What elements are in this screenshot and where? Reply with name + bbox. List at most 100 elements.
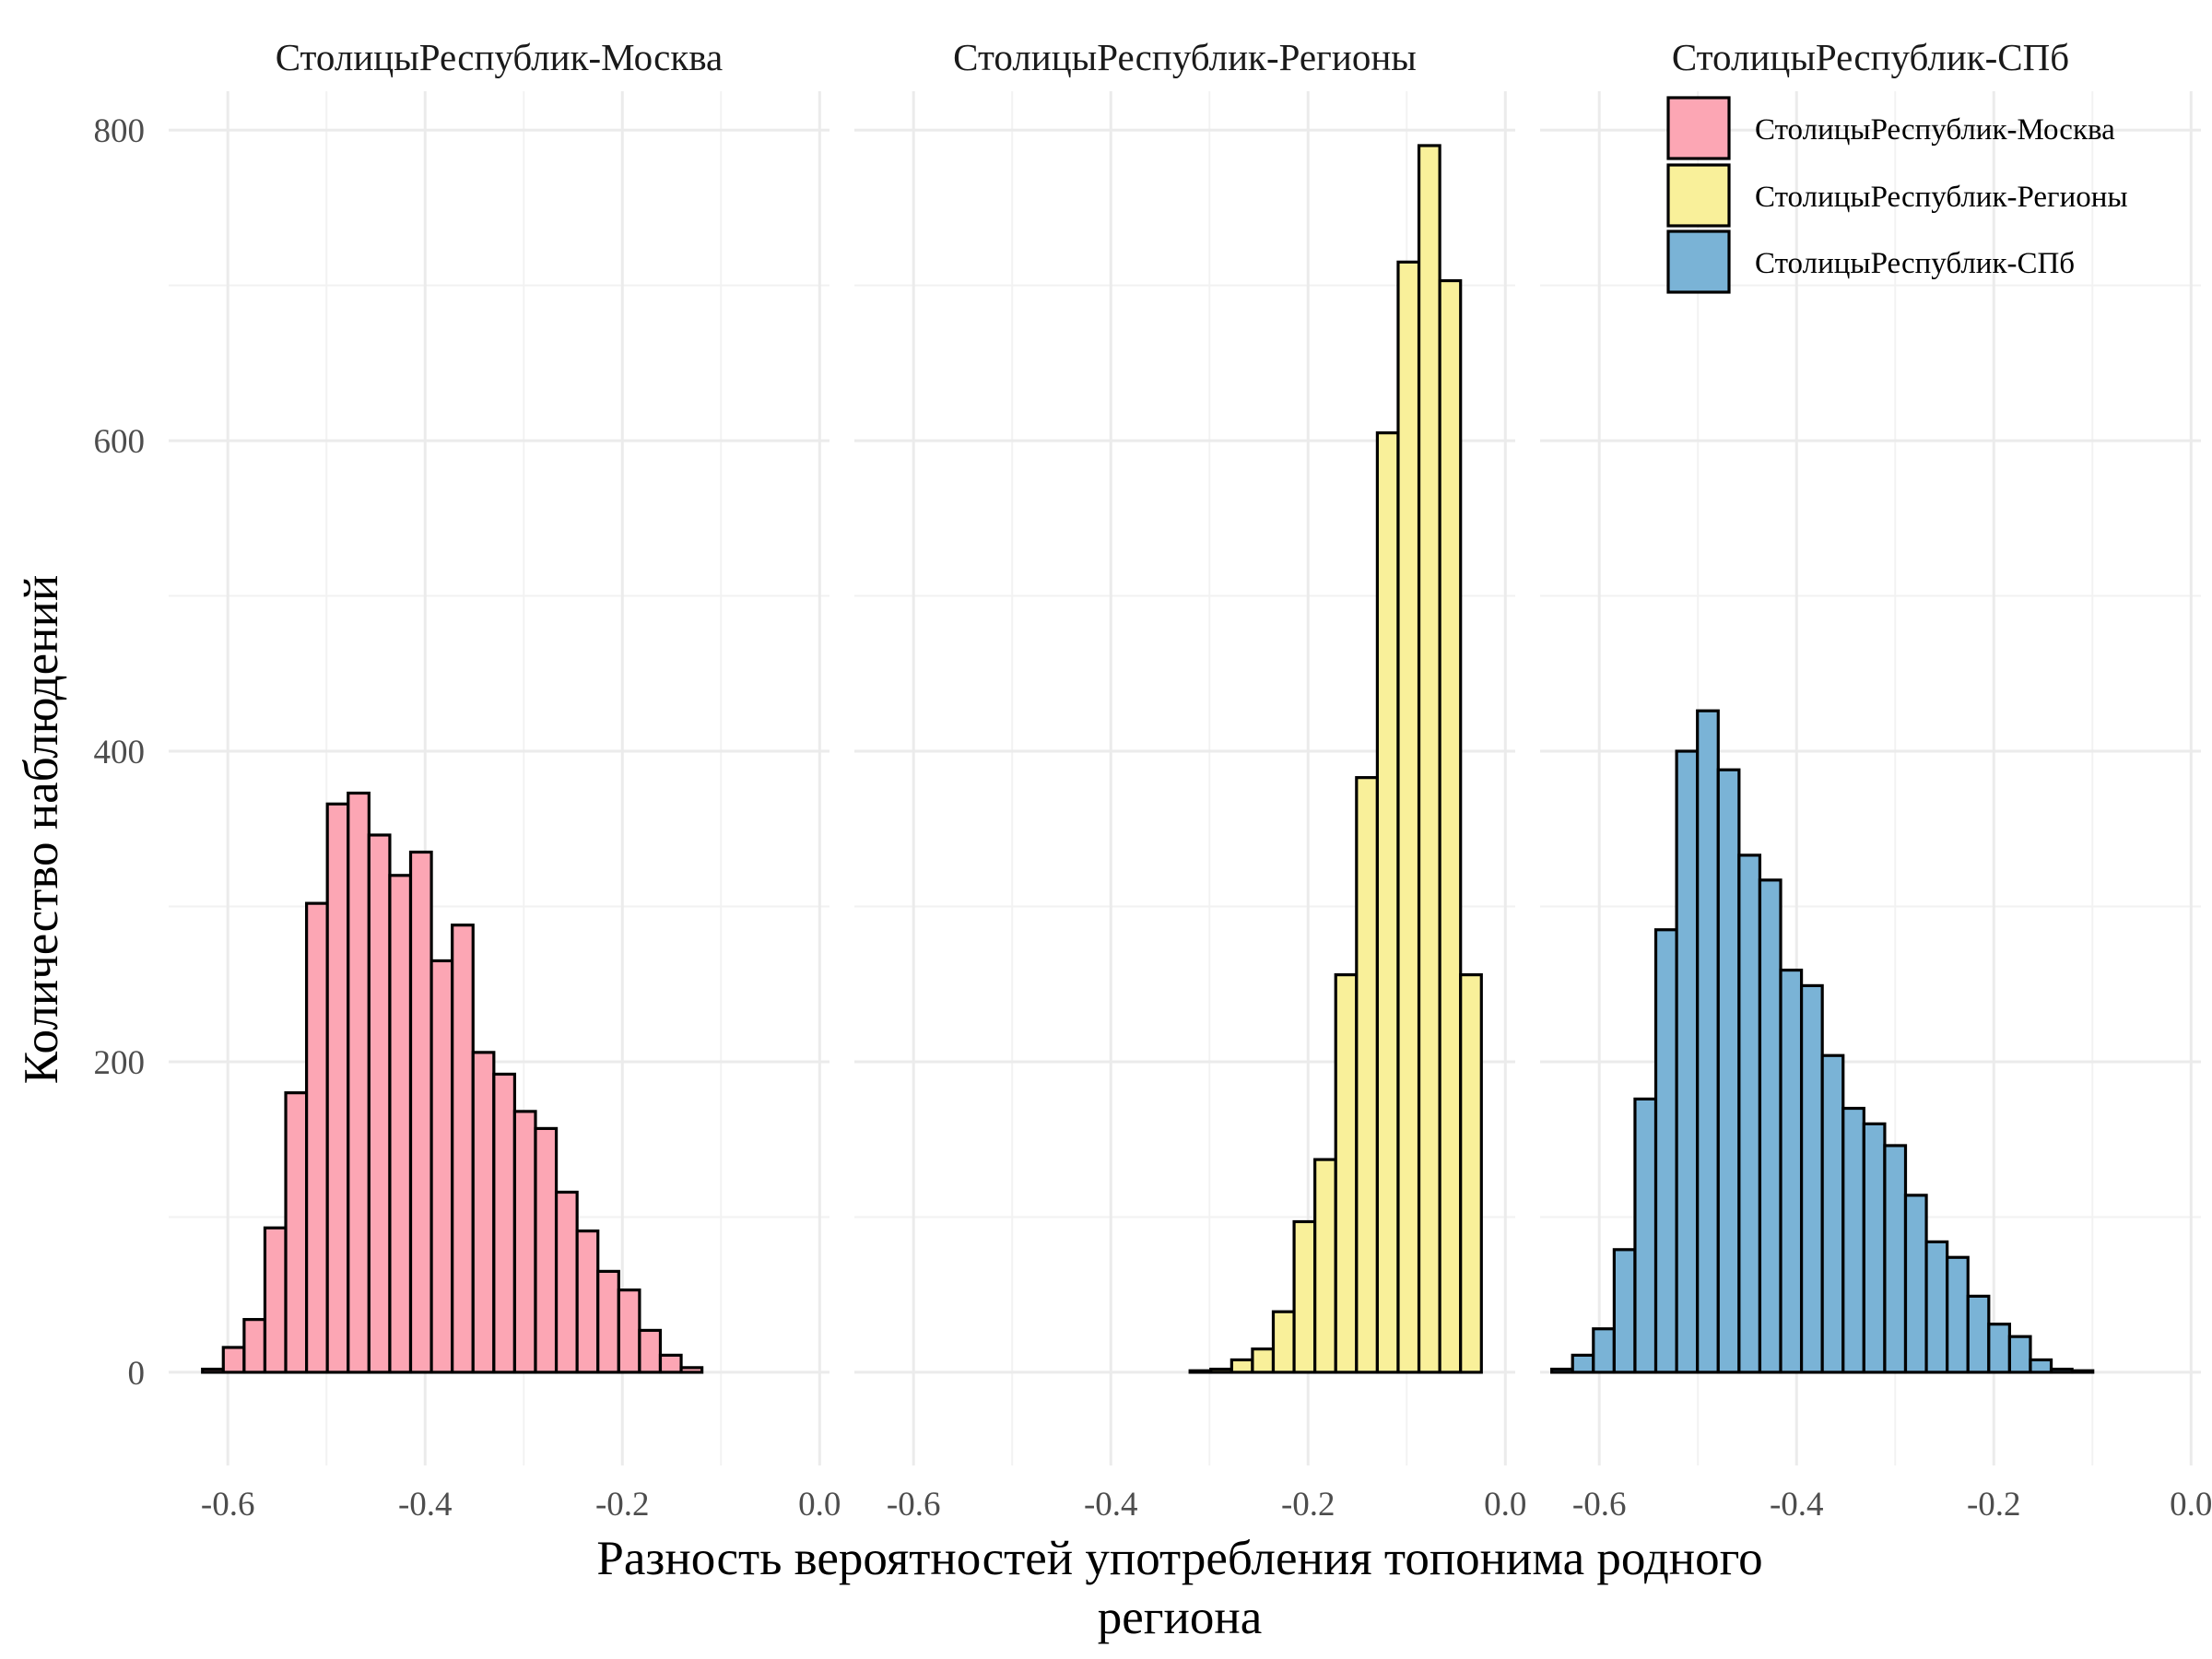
facet-title-moskva: СтолицыРеспублик-Москва xyxy=(276,36,724,78)
bar-regiony-16 xyxy=(1188,1369,1213,1374)
x-tick-label: -0.4 xyxy=(398,1486,453,1524)
bar-spb-8 xyxy=(1716,768,1741,1374)
x-tick-label: -0.6 xyxy=(1572,1486,1627,1524)
x-tick-label: -0.4 xyxy=(1084,1486,1138,1524)
bar-spb-21 xyxy=(1987,1323,2011,1374)
bar-moskva-8 xyxy=(347,791,371,1374)
bar-moskva-4 xyxy=(263,1226,288,1374)
x-tick-label: -0.2 xyxy=(595,1486,650,1524)
bar-regiony-19 xyxy=(1251,1347,1276,1374)
bar-spb-17 xyxy=(1903,1194,1928,1374)
bar-moskva-22 xyxy=(638,1328,663,1374)
bar-moskva-14 xyxy=(471,1051,496,1374)
bar-spb-15 xyxy=(1862,1122,1887,1374)
facet-panels: -0.6 -0.4 -0.2 0.0СтолицыРеспублик-Москва-0… xyxy=(169,36,2212,1524)
bar-regiony-18 xyxy=(1230,1358,1254,1374)
bar-moskva-15 xyxy=(492,1072,517,1374)
bar-spb-3 xyxy=(1612,1248,1637,1374)
facet-title-spb: СтолицыРеспублик-СПб xyxy=(1672,36,2069,78)
legend-key-spb xyxy=(1666,229,1731,294)
y-tick-label: 200 xyxy=(94,1044,146,1082)
bar-regiony-26 xyxy=(1396,260,1421,1374)
bar-spb-25 xyxy=(2070,1369,2095,1374)
bar-moskva-11 xyxy=(408,850,433,1374)
legend-key-moskva xyxy=(1666,96,1731,160)
bar-moskva-20 xyxy=(596,1269,620,1374)
bar-moskva-3 xyxy=(242,1318,267,1374)
y-tick-label: 600 xyxy=(94,423,146,461)
x-tick-label: -0.4 xyxy=(1770,1486,1824,1524)
bar-moskva-21 xyxy=(617,1288,641,1374)
bar-spb-5 xyxy=(1653,928,1678,1374)
x-tick-label: 0.0 xyxy=(2170,1486,2212,1524)
bar-spb-14 xyxy=(1841,1106,1865,1374)
bar-spb-19 xyxy=(1946,1255,1970,1374)
bar-regiony-25 xyxy=(1375,431,1400,1374)
bar-spb-24 xyxy=(2049,1367,2074,1374)
y-tick-label: 400 xyxy=(94,734,146,771)
facet-panel-spb: -0.6 -0.4 -0.2 0.0 СтолицыРеспублик-СПб xyxy=(1540,36,2212,1524)
bar-moskva-23 xyxy=(658,1353,683,1374)
bar-moskva-16 xyxy=(512,1110,537,1374)
bar-spb-0 xyxy=(1550,1367,1574,1374)
x-tick-label: 0.0 xyxy=(1484,1486,1526,1524)
bar-moskva-1 xyxy=(201,1367,225,1374)
legend: СтолицыРеспублик-Москва СтолицыРеспублик… xyxy=(1666,96,2128,294)
bar-moskva-6 xyxy=(305,901,329,1374)
x-tick-label: -0.2 xyxy=(1967,1486,2021,1524)
y-tick-label: 800 xyxy=(94,112,146,150)
bar-moskva-13 xyxy=(451,924,475,1374)
x-axis-title-line-1: Разность вероятностей употребления топон… xyxy=(596,1532,1762,1585)
bar-regiony-24 xyxy=(1355,776,1379,1374)
bar-moskva-2 xyxy=(221,1346,246,1374)
bar-regiony-28 xyxy=(1438,278,1463,1374)
bar-moskva-19 xyxy=(575,1230,600,1374)
bar-regiony-20 xyxy=(1271,1310,1296,1374)
facet-panel-moskva: -0.6 -0.4 -0.2 0.0 СтолицыРеспублик-Москва xyxy=(169,36,841,1524)
bar-spb-9 xyxy=(1737,853,1762,1374)
legend-label-regiony: СтолицыРеспублик-Регионы xyxy=(1755,181,2128,214)
x-tick-label: -0.2 xyxy=(1281,1486,1335,1524)
bar-spb-23 xyxy=(2029,1358,2053,1374)
bar-spb-13 xyxy=(1820,1053,1845,1374)
legend-label-moskva: СтолицыРеспублик-Москва xyxy=(1755,113,2115,147)
bar-spb-22 xyxy=(2007,1335,2032,1374)
bar-moskva-7 xyxy=(325,802,350,1374)
bar-spb-11 xyxy=(1779,968,1804,1374)
bar-spb-4 xyxy=(1633,1097,1658,1374)
legend-key-regiony xyxy=(1666,163,1731,228)
bar-regiony-21 xyxy=(1292,1219,1317,1374)
bar-moskva-24 xyxy=(679,1366,704,1374)
bar-regiony-23 xyxy=(1334,973,1359,1374)
y-axis-title: Количество наблюдений xyxy=(15,575,68,1084)
bar-regiony-22 xyxy=(1313,1158,1337,1374)
x-tick-label: -0.6 xyxy=(887,1486,941,1524)
bar-moskva-18 xyxy=(554,1190,579,1374)
x-tick-label: -0.6 xyxy=(201,1486,255,1524)
bar-moskva-12 xyxy=(429,959,454,1374)
legend-label-spb: СтолицыРеспублик-СПб xyxy=(1755,247,2075,280)
bar-moskva-9 xyxy=(367,833,392,1374)
bar-moskva-5 xyxy=(284,1091,309,1374)
bar-moskva-17 xyxy=(534,1126,559,1374)
x-tick-label: 0.0 xyxy=(798,1486,841,1524)
bar-spb-16 xyxy=(1883,1144,1908,1374)
y-tick-label: 0 xyxy=(128,1355,146,1393)
bar-spb-1 xyxy=(1571,1353,1595,1374)
bar-spb-7 xyxy=(1696,709,1720,1374)
bar-regiony-17 xyxy=(1209,1367,1233,1374)
x-axis-title-line-2: региона xyxy=(1098,1591,1263,1644)
y-axis: 0 200 400 600 800 xyxy=(94,112,146,1393)
bar-spb-2 xyxy=(1592,1327,1616,1374)
bar-spb-20 xyxy=(1966,1294,1991,1374)
bar-regiony-29 xyxy=(1459,973,1483,1374)
bar-spb-6 xyxy=(1675,749,1700,1374)
bar-spb-18 xyxy=(1924,1240,1949,1374)
facet-panel-regiony: -0.6 -0.4 -0.2 0.0 СтолицыРеспублик-Регионы xyxy=(854,36,1526,1524)
bar-regiony-27 xyxy=(1417,144,1441,1374)
bar-moskva-10 xyxy=(388,874,413,1374)
bar-spb-10 xyxy=(1758,878,1783,1374)
bar-spb-12 xyxy=(1799,983,1824,1374)
facet-title-regiony: СтолицыРеспублик-Регионы xyxy=(953,36,1417,78)
